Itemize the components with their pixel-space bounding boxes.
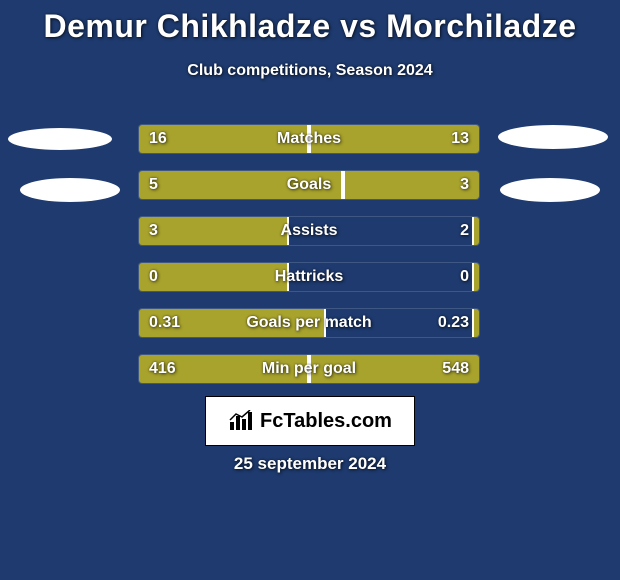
logo-box: FcTables.com <box>205 396 415 446</box>
stat-row: 416 548 Min per goal <box>138 354 480 384</box>
stat-value-left: 5 <box>149 176 158 194</box>
stat-row: 16 13 Matches <box>138 124 480 154</box>
stat-fill-right <box>343 171 479 199</box>
stats-bars: 16 13 Matches 5 3 Goals 3 2 Assists 0 0 Hattricks 0.… <box>138 124 480 384</box>
stat-value-right: 548 <box>442 360 469 378</box>
stat-value-right: 0 <box>460 268 469 286</box>
stat-row: 5 3 Goals <box>138 170 480 200</box>
logo-text: FcTables.com <box>260 410 392 433</box>
stat-value-right: 0.23 <box>438 314 469 332</box>
stat-value-left: 0.31 <box>149 314 180 332</box>
stat-value-left: 416 <box>149 360 176 378</box>
page-title: Demur Chikhladze vs Morchiladze <box>0 8 620 45</box>
stat-label: Goals <box>287 176 331 194</box>
barchart-icon <box>228 410 254 432</box>
stat-label: Goals per match <box>246 314 371 332</box>
stat-label: Assists <box>281 222 338 240</box>
decorative-ellipse <box>8 128 112 150</box>
stat-row: 3 2 Assists <box>138 216 480 246</box>
stat-row: 0 0 Hattricks <box>138 262 480 292</box>
stat-value-right: 2 <box>460 222 469 240</box>
footer-date: 25 september 2024 <box>0 454 620 474</box>
stat-fill-right <box>472 309 479 337</box>
stat-label: Hattricks <box>275 268 343 286</box>
stat-value-left: 16 <box>149 130 167 148</box>
decorative-ellipse <box>20 178 120 202</box>
page-subtitle: Club competitions, Season 2024 <box>0 62 620 80</box>
decorative-ellipse <box>500 178 600 202</box>
stat-label: Min per goal <box>262 360 356 378</box>
stat-label: Matches <box>277 130 341 148</box>
stat-fill-right <box>472 263 479 291</box>
stat-fill-left <box>139 217 289 245</box>
stat-fill-right <box>472 217 479 245</box>
stat-row: 0.31 0.23 Goals per match <box>138 308 480 338</box>
stat-value-left: 0 <box>149 268 158 286</box>
stat-fill-left <box>139 263 289 291</box>
stat-value-right: 13 <box>451 130 469 148</box>
stat-value-left: 3 <box>149 222 158 240</box>
infographic-canvas: Demur Chikhladze vs Morchiladze Club com… <box>0 0 620 580</box>
stat-value-right: 3 <box>460 176 469 194</box>
decorative-ellipse <box>498 125 608 149</box>
